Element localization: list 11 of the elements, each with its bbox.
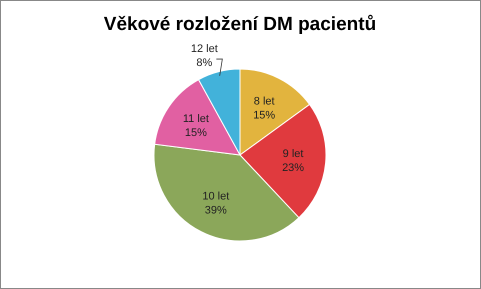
slice-label: 12 let bbox=[190, 43, 218, 56]
data-label: 23% bbox=[282, 162, 304, 174]
slice-label: 8 let bbox=[254, 95, 275, 108]
slice-label: 10 let bbox=[202, 190, 230, 203]
data-label: 15% bbox=[253, 109, 276, 122]
data-label: 39% bbox=[204, 204, 228, 217]
chart-title: Věkové rozložení DM pacientů bbox=[104, 14, 376, 35]
slice-label: 11 let bbox=[182, 113, 209, 126]
data-label: 8% bbox=[196, 57, 212, 70]
slice-label: 9 let bbox=[282, 148, 304, 160]
data-label: 15% bbox=[184, 127, 208, 140]
